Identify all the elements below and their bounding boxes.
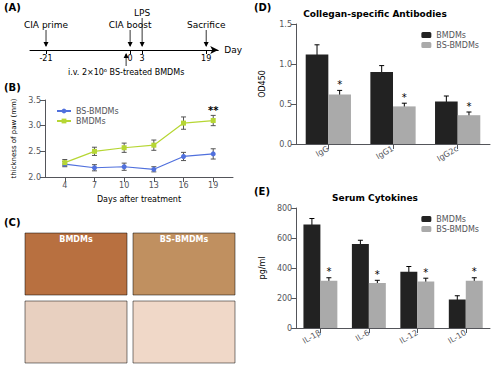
- svg-text:19: 19: [201, 54, 211, 63]
- svg-text:16: 16: [178, 181, 188, 190]
- svg-text:IgG1: IgG1: [375, 144, 396, 161]
- svg-text:Days after treatment: Days after treatment: [97, 195, 181, 204]
- svg-text:BS-BMDMs: BS-BMDMs: [160, 235, 209, 244]
- svg-text:*: *: [375, 269, 380, 280]
- svg-text:CIA boost: CIA boost: [109, 20, 152, 30]
- svg-text:*: *: [402, 92, 407, 103]
- svg-text:(E): (E): [254, 186, 270, 197]
- svg-text:1.5: 1.5: [279, 20, 292, 29]
- svg-text:Sacrifice: Sacrifice: [187, 20, 226, 30]
- svg-text:OD450: OD450: [258, 70, 267, 98]
- svg-text:i.v. 2×10⁶ BS-treated BMDMs: i.v. 2×10⁶ BS-treated BMDMs: [68, 68, 184, 77]
- svg-text:0: 0: [287, 324, 292, 333]
- svg-text:*: *: [472, 266, 477, 277]
- svg-text:BMDMs: BMDMs: [436, 215, 466, 224]
- svg-text:400: 400: [277, 264, 292, 273]
- svg-text:Day: Day: [224, 45, 242, 55]
- svg-text:(A): (A): [4, 2, 21, 13]
- svg-text:10: 10: [119, 181, 129, 190]
- svg-text:pg/ml: pg/ml: [258, 257, 267, 280]
- svg-text:IL-6: IL-6: [354, 328, 371, 343]
- svg-text:(B): (B): [4, 82, 21, 93]
- svg-text:2.5: 2.5: [28, 147, 41, 156]
- svg-text:**: **: [208, 105, 219, 116]
- svg-text:4: 4: [62, 181, 67, 190]
- svg-text:0.0: 0.0: [279, 140, 292, 149]
- svg-text:BMDMs: BMDMs: [436, 31, 466, 40]
- svg-text:LPS: LPS: [134, 8, 150, 18]
- svg-text:800: 800: [277, 204, 292, 213]
- svg-text:7: 7: [92, 181, 97, 190]
- svg-text:BMDMs: BMDMs: [59, 235, 93, 244]
- svg-text:*: *: [423, 267, 428, 278]
- svg-text:*: *: [466, 101, 471, 112]
- svg-text:3.0: 3.0: [28, 121, 41, 130]
- svg-text:3.5: 3.5: [28, 96, 41, 105]
- svg-text:IL-1β: IL-1β: [301, 328, 323, 346]
- svg-text:Serum Cytokines: Serum Cytokines: [332, 193, 418, 203]
- svg-text:IgG2c: IgG2c: [435, 144, 459, 163]
- svg-text:BMDMs: BMDMs: [76, 117, 106, 126]
- svg-text:IL-10: IL-10: [446, 328, 468, 346]
- svg-text:(D): (D): [254, 2, 271, 13]
- svg-text:600: 600: [277, 234, 292, 243]
- svg-text:thickness of paw (mm): thickness of paw (mm): [10, 98, 18, 178]
- svg-text:*: *: [326, 266, 331, 277]
- svg-text:0.5: 0.5: [279, 100, 292, 109]
- svg-text:3: 3: [140, 54, 145, 63]
- svg-text:IL-12: IL-12: [398, 328, 420, 346]
- svg-text:BS-BMDMs: BS-BMDMs: [76, 107, 119, 116]
- svg-text:BS-BMDMs: BS-BMDMs: [436, 41, 479, 50]
- svg-text:CIA prime: CIA prime: [24, 20, 69, 30]
- svg-text:19: 19: [208, 181, 218, 190]
- svg-text:IgG: IgG: [314, 144, 330, 159]
- svg-text:(C): (C): [4, 217, 20, 228]
- svg-text:0: 0: [127, 53, 133, 63]
- svg-text:*: *: [337, 79, 342, 90]
- svg-text:1.0: 1.0: [279, 60, 292, 69]
- svg-text:200: 200: [277, 294, 292, 303]
- svg-text:2.0: 2.0: [28, 173, 41, 182]
- svg-text:-21: -21: [39, 54, 52, 63]
- svg-text:BS-BMDMs: BS-BMDMs: [436, 225, 479, 234]
- svg-text:Collegan-specific Antibodies: Collegan-specific Antibodies: [303, 9, 447, 19]
- svg-text:13: 13: [149, 181, 159, 190]
